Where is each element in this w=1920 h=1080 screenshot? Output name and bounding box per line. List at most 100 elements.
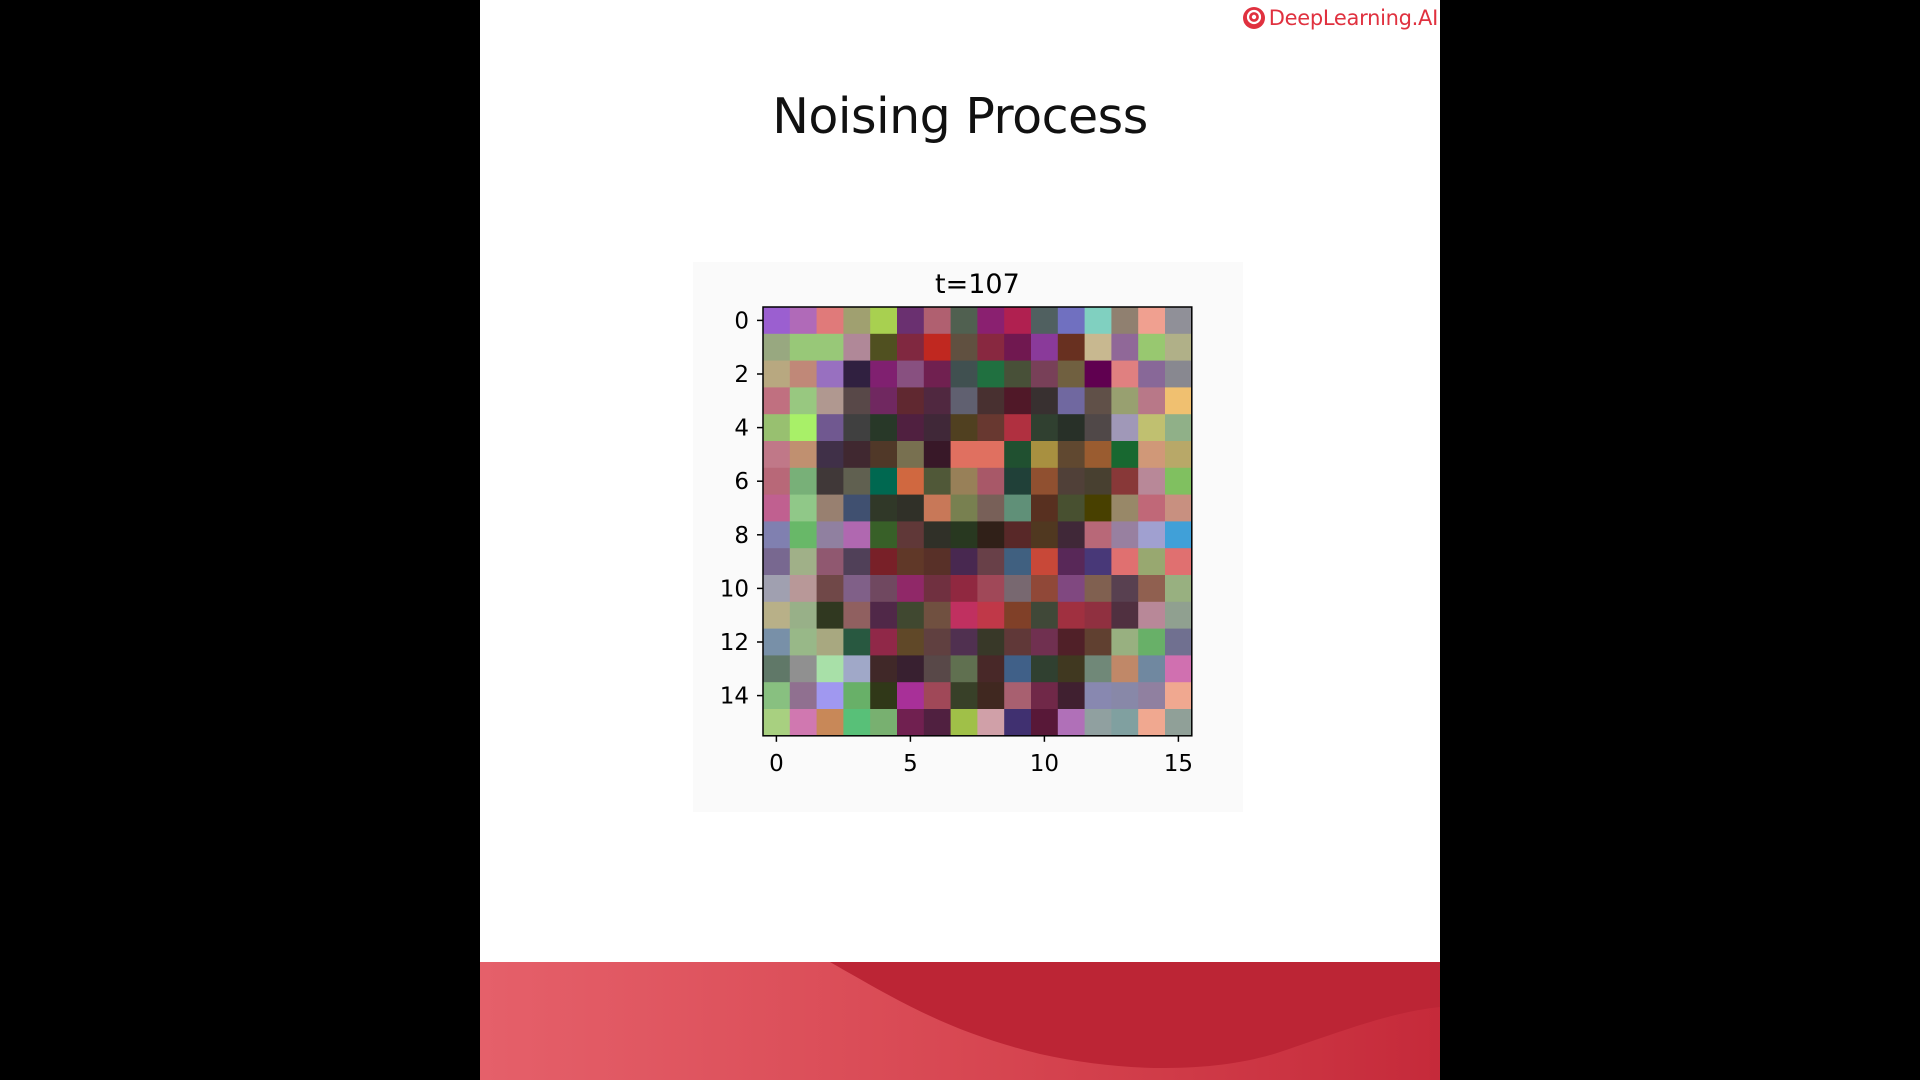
heatmap-cell	[1084, 414, 1112, 442]
heatmap-cell	[1111, 360, 1139, 388]
heatmap-cell	[1084, 655, 1112, 683]
heatmap-cell	[1031, 333, 1059, 361]
heatmap-cell	[1165, 360, 1193, 388]
heatmap-cell	[763, 307, 791, 335]
y-tick-label: 14	[720, 684, 749, 710]
heatmap-cell	[870, 414, 898, 442]
heatmap-cell	[950, 307, 978, 335]
heatmap-cell	[923, 387, 951, 415]
heatmap-cell	[816, 467, 844, 495]
heatmap-cell	[1057, 575, 1085, 603]
heatmap-cell	[789, 521, 817, 549]
heatmap-cell	[897, 414, 925, 442]
deeplearning-logo-icon	[1242, 7, 1265, 29]
heatmap-cell	[897, 601, 925, 629]
heatmap-cell	[977, 682, 1005, 710]
heatmap-cell	[1031, 709, 1059, 737]
heatmap-cell	[1004, 441, 1032, 469]
heatmap-cell	[923, 414, 951, 442]
heatmap-cell	[1031, 387, 1059, 415]
heatmap-cell	[977, 441, 1005, 469]
y-tick-label: 10	[720, 576, 749, 602]
heatmap-cell	[1138, 307, 1166, 335]
heatmap-cell	[897, 709, 925, 737]
heatmap-cell	[1031, 441, 1059, 469]
heatmap-cell	[1057, 467, 1085, 495]
heatmap-cell	[977, 601, 1005, 629]
heatmap-cell	[1138, 709, 1166, 737]
heatmap-cell	[950, 548, 978, 576]
heatmap-cell	[763, 682, 791, 710]
heatmap-cell	[1057, 387, 1085, 415]
heatmap-cell	[923, 601, 951, 629]
heatmap-cell	[763, 414, 791, 442]
heatmap-cell	[870, 360, 898, 388]
heatmap-cell	[1165, 682, 1193, 710]
heatmap-cell	[1004, 655, 1032, 683]
heatmap-cell	[789, 494, 817, 522]
heatmap-cell	[1031, 307, 1059, 335]
heatmap-cell	[923, 494, 951, 522]
heatmap-cell	[1111, 333, 1139, 361]
heatmap-cell	[816, 575, 844, 603]
heatmap-cell	[789, 360, 817, 388]
chart-title: t=107	[935, 269, 1020, 300]
heatmap-cell	[1111, 414, 1139, 442]
heatmap-cell	[897, 333, 925, 361]
x-tick-label: 5	[903, 751, 918, 777]
footer-wave	[480, 962, 1440, 1080]
heatmap-cell	[977, 548, 1005, 576]
heatmap-cell	[1165, 575, 1193, 603]
heatmap-cell	[897, 307, 925, 335]
heatmap-cell	[1111, 655, 1139, 683]
heatmap-cell	[789, 467, 817, 495]
heatmap-cell	[763, 333, 791, 361]
heatmap-cell	[1138, 548, 1166, 576]
heatmap-cell	[1004, 494, 1032, 522]
heatmap-chart: 0 5 10 15 0 2 4 6 8 10 12 14 t=107	[720, 269, 1193, 777]
heatmap-cell	[977, 521, 1005, 549]
y-tick-label: 12	[720, 630, 749, 656]
heatmap-cell	[1031, 467, 1059, 495]
heatmap-cell	[977, 467, 1005, 495]
heatmap-cell	[1165, 333, 1193, 361]
heatmap-cell	[816, 414, 844, 442]
heatmap-cell	[763, 467, 791, 495]
heatmap-cell	[897, 655, 925, 683]
heatmap-cell	[843, 307, 871, 335]
heatmap-cell	[1165, 601, 1193, 629]
heatmap-cell	[1031, 682, 1059, 710]
heatmap-cell	[789, 575, 817, 603]
heatmap-cell	[1084, 628, 1112, 656]
heatmap-cell	[763, 548, 791, 576]
heatmap-cell	[1057, 414, 1085, 442]
heatmap-cell	[977, 333, 1005, 361]
heatmap-cell	[763, 360, 791, 388]
heatmap-cell	[870, 575, 898, 603]
heatmap-cell	[789, 548, 817, 576]
heatmap-cell	[977, 307, 1005, 335]
heatmap-cell	[1165, 467, 1193, 495]
heatmap-cell	[816, 307, 844, 335]
heatmap-cell	[789, 441, 817, 469]
heatmap-cell	[1057, 494, 1085, 522]
heatmap-cell	[1111, 628, 1139, 656]
heatmap-cell	[789, 387, 817, 415]
heatmap-cell	[1111, 548, 1139, 576]
heatmap-cell	[1004, 521, 1032, 549]
heatmap-cell	[950, 360, 978, 388]
heatmap-cell	[977, 655, 1005, 683]
heatmap-cell	[1084, 333, 1112, 361]
heatmap-cell	[950, 333, 978, 361]
heatmap-cell	[1057, 655, 1085, 683]
heatmap-cell	[763, 521, 791, 549]
heatmap-cell	[897, 521, 925, 549]
heatmap-cell	[923, 655, 951, 683]
heatmap-cell	[897, 682, 925, 710]
heatmap-cell	[843, 548, 871, 576]
heatmap-cell	[923, 548, 951, 576]
heatmap-cell	[816, 601, 844, 629]
heatmap-cell	[816, 494, 844, 522]
heatmap-cell	[1057, 333, 1085, 361]
heatmap-cell	[870, 494, 898, 522]
